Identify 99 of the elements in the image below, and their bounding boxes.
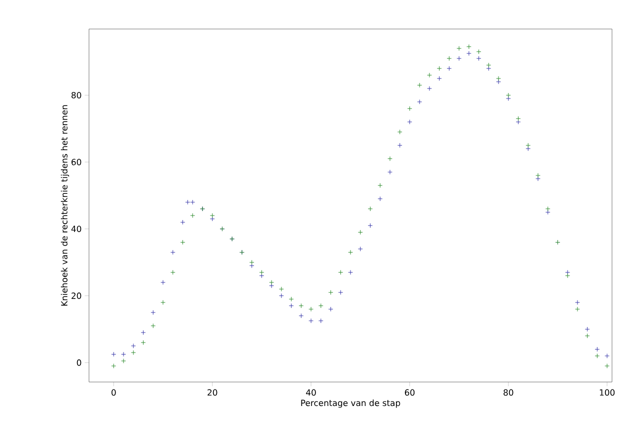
point: [328, 290, 334, 295]
point: [368, 206, 373, 212]
x-tick-label: 100: [600, 389, 615, 396]
point: [388, 156, 392, 162]
point: [407, 106, 412, 112]
point: [417, 82, 422, 88]
point: [150, 323, 156, 328]
point: [486, 66, 492, 71]
point: [249, 260, 254, 265]
point: [526, 142, 531, 148]
point: [298, 303, 304, 308]
point: [456, 46, 462, 51]
y-tick-label: 20: [72, 292, 82, 299]
point: [496, 79, 501, 84]
y-tick-label: 80: [72, 92, 82, 98]
point: [348, 250, 353, 255]
point: [604, 364, 610, 368]
point: [160, 280, 166, 285]
point: [140, 330, 146, 335]
point: [594, 346, 600, 352]
point: [536, 172, 540, 178]
point: [584, 326, 590, 332]
point: [121, 358, 126, 364]
point: [160, 300, 166, 305]
point: [121, 352, 126, 357]
point: [427, 72, 432, 78]
point: [111, 352, 116, 357]
point: [584, 333, 590, 338]
point: [427, 86, 432, 91]
point: [436, 76, 442, 81]
point: [417, 99, 422, 104]
x-tick-label: 20: [208, 389, 218, 396]
point: [288, 303, 294, 308]
point: [476, 49, 482, 54]
point: [368, 223, 373, 228]
point: [397, 142, 402, 148]
point: [170, 250, 176, 255]
x-tick-label: 80: [504, 389, 514, 396]
point: [278, 286, 284, 292]
point: [140, 340, 146, 345]
y-tick-label: 40: [71, 226, 82, 232]
x-tick-label: 0: [112, 389, 116, 396]
point: [348, 270, 353, 275]
point: [466, 44, 472, 50]
point: [446, 66, 452, 71]
point: [594, 353, 600, 358]
point: [111, 364, 116, 368]
y-axis-title: Kniehoek van de rechterknie tijdens het rennen: [60, 105, 70, 306]
point: [130, 343, 136, 348]
point: [397, 130, 402, 134]
x-tick-label: 40: [306, 389, 316, 396]
point: [506, 96, 511, 101]
point: [210, 213, 215, 218]
point: [318, 303, 324, 308]
point: [466, 50, 472, 56]
point: [604, 353, 610, 358]
point: [328, 306, 334, 312]
point: [456, 56, 462, 61]
point: [476, 56, 482, 61]
point: [185, 200, 190, 205]
point: [575, 300, 580, 305]
point: [180, 240, 186, 245]
point: [388, 170, 392, 175]
point: [378, 183, 383, 188]
point: [545, 206, 550, 212]
point: [358, 246, 363, 252]
point: [288, 296, 294, 302]
point: [575, 306, 580, 312]
point: [338, 270, 344, 275]
point: [269, 283, 274, 288]
y-tick-label: 60: [72, 158, 82, 166]
point: [259, 270, 264, 275]
point: [536, 176, 540, 182]
point: [298, 313, 304, 318]
y-tick-label: 0: [76, 359, 82, 366]
point: [308, 318, 314, 324]
point: [318, 318, 324, 324]
point: [496, 76, 501, 81]
point: [565, 273, 570, 278]
x-tick-label: 60: [404, 389, 415, 396]
point: [446, 56, 452, 61]
point: [190, 213, 196, 218]
point: [308, 306, 314, 312]
point: [378, 196, 383, 202]
point: [506, 92, 511, 98]
point: [180, 220, 186, 225]
point: [130, 350, 136, 356]
point: [150, 310, 156, 315]
point: [358, 230, 363, 235]
point: [269, 280, 274, 285]
point: [407, 119, 412, 124]
point: [486, 62, 492, 68]
x-axis-title: Percentage van de stap: [301, 400, 400, 408]
point: [436, 66, 442, 71]
point: [338, 290, 344, 295]
point: [278, 293, 284, 298]
point: [190, 200, 196, 205]
point: [170, 270, 176, 275]
point: [516, 116, 521, 122]
